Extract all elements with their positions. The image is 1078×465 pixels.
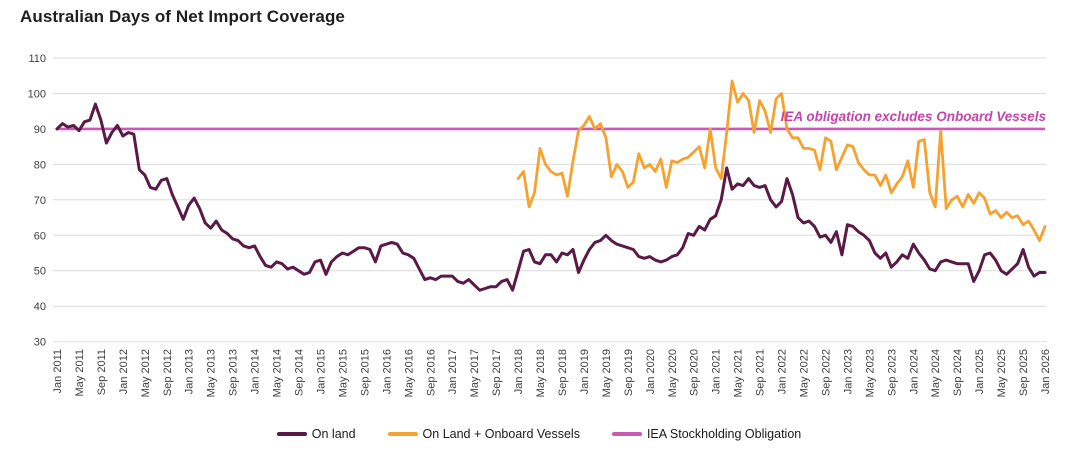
x-tick-label: May 2015 (337, 349, 349, 397)
x-tick-label: Jan 2011 (52, 349, 64, 393)
x-tick-label: Jan 2022 (777, 349, 789, 394)
plot-area: 110 100 90 80 70 60 50 40 30 Jan 2011 May 2011 Sep … (28, 53, 1052, 397)
x-tick-label: Jan 2024 (908, 349, 920, 394)
legend-label-on-land: On land (311, 427, 356, 441)
y-tick-label: 80 (34, 159, 46, 171)
on-land-line-swatch (276, 432, 307, 436)
x-tick-label: Sep 2022 (821, 349, 833, 396)
x-tick-label: Jan 2017 (447, 349, 459, 394)
onboard-vessels-line-swatch (387, 432, 418, 436)
chart-legend: On land On Land + Onboard Vessels IEA St… (0, 427, 1078, 441)
y-tick-label: 90 (34, 124, 46, 136)
y-tick-label: 70 (34, 195, 46, 207)
y-tick-label: 60 (34, 230, 46, 242)
x-tick-label: Jan 2020 (645, 349, 657, 394)
y-tick-label: 50 (34, 266, 46, 278)
x-tick-label: Sep 2016 (425, 349, 437, 396)
x-tick-label: May 2020 (667, 349, 679, 397)
x-tick-label: May 2022 (799, 349, 811, 397)
x-tick-label: Jan 2015 (316, 349, 328, 394)
y-tick-label: 30 (34, 337, 46, 349)
x-tick-label: May 2021 (733, 349, 745, 397)
x-tick-label: May 2024 (930, 349, 942, 397)
legend-item-on-land: On land (276, 427, 356, 441)
x-tick-label: Sep 2013 (228, 349, 240, 396)
x-tick-label: May 2013 (206, 349, 218, 397)
iea-obligation-line-swatch (611, 432, 642, 436)
x-tick-label: Sep 2017 (491, 349, 503, 396)
x-tick-label: May 2019 (601, 349, 613, 397)
x-tick-label: Jan 2019 (579, 349, 591, 394)
legend-label-iea-obligation: IEA Stockholding Obligation (646, 427, 802, 441)
legend-item-iea-obligation: IEA Stockholding Obligation (611, 427, 802, 441)
y-tick-label: 100 (28, 89, 46, 101)
x-tick-label: Sep 2020 (689, 349, 701, 396)
x-tick-label: Jan 2026 (1040, 349, 1052, 394)
x-tick-label: May 2017 (469, 349, 481, 397)
x-tick-label: Jan 2025 (974, 349, 986, 394)
x-tick-label: Sep 2018 (557, 349, 569, 396)
x-tick-label: Sep 2011 (96, 349, 108, 395)
x-tick-label: May 2018 (535, 349, 547, 397)
x-tick-label: Jan 2014 (250, 349, 262, 394)
x-tick-label: Jan 2016 (381, 349, 393, 394)
x-tick-label: Sep 2015 (359, 349, 371, 396)
x-tick-label: Jan 2012 (118, 349, 130, 394)
x-tick-label: Jan 2023 (842, 349, 854, 394)
legend-item-onboard-vessels: On Land + Onboard Vessels (387, 427, 580, 441)
x-tick-label: Sep 2025 (1018, 349, 1030, 396)
on-land-series (55, 102, 1047, 292)
x-tick-label: Sep 2021 (755, 349, 767, 396)
x-tick-label: Sep 2019 (623, 349, 635, 396)
x-tick-label: Jan 2018 (513, 349, 525, 394)
x-tick-label: Sep 2012 (162, 349, 174, 396)
legend-label-onboard-vessels: On Land + Onboard Vessels (422, 427, 580, 441)
x-tick-label: Sep 2014 (294, 349, 306, 396)
annotation-iea-note: IEA obligation excludes Onboard Vessels (781, 109, 1047, 124)
chart-title: Australian Days of Net Import Coverage (20, 7, 345, 26)
x-tick-label: May 2025 (996, 349, 1008, 397)
x-tick-label: May 2012 (140, 349, 152, 397)
x-tick-label: May 2023 (864, 349, 876, 397)
x-tick-label: Jan 2021 (711, 349, 723, 394)
y-tick-label: 40 (34, 301, 46, 313)
x-tick-label: May 2016 (403, 349, 415, 397)
x-tick-label: Jan 2013 (184, 349, 196, 394)
x-tick-label: May 2011 (74, 349, 86, 397)
y-tick-label: 110 (28, 53, 46, 65)
x-tick-label: May 2014 (272, 349, 284, 397)
on-land-onboard-vessels-series (516, 79, 1047, 243)
x-tick-label: Sep 2023 (886, 349, 898, 396)
x-tick-label: Sep 2024 (952, 349, 964, 396)
